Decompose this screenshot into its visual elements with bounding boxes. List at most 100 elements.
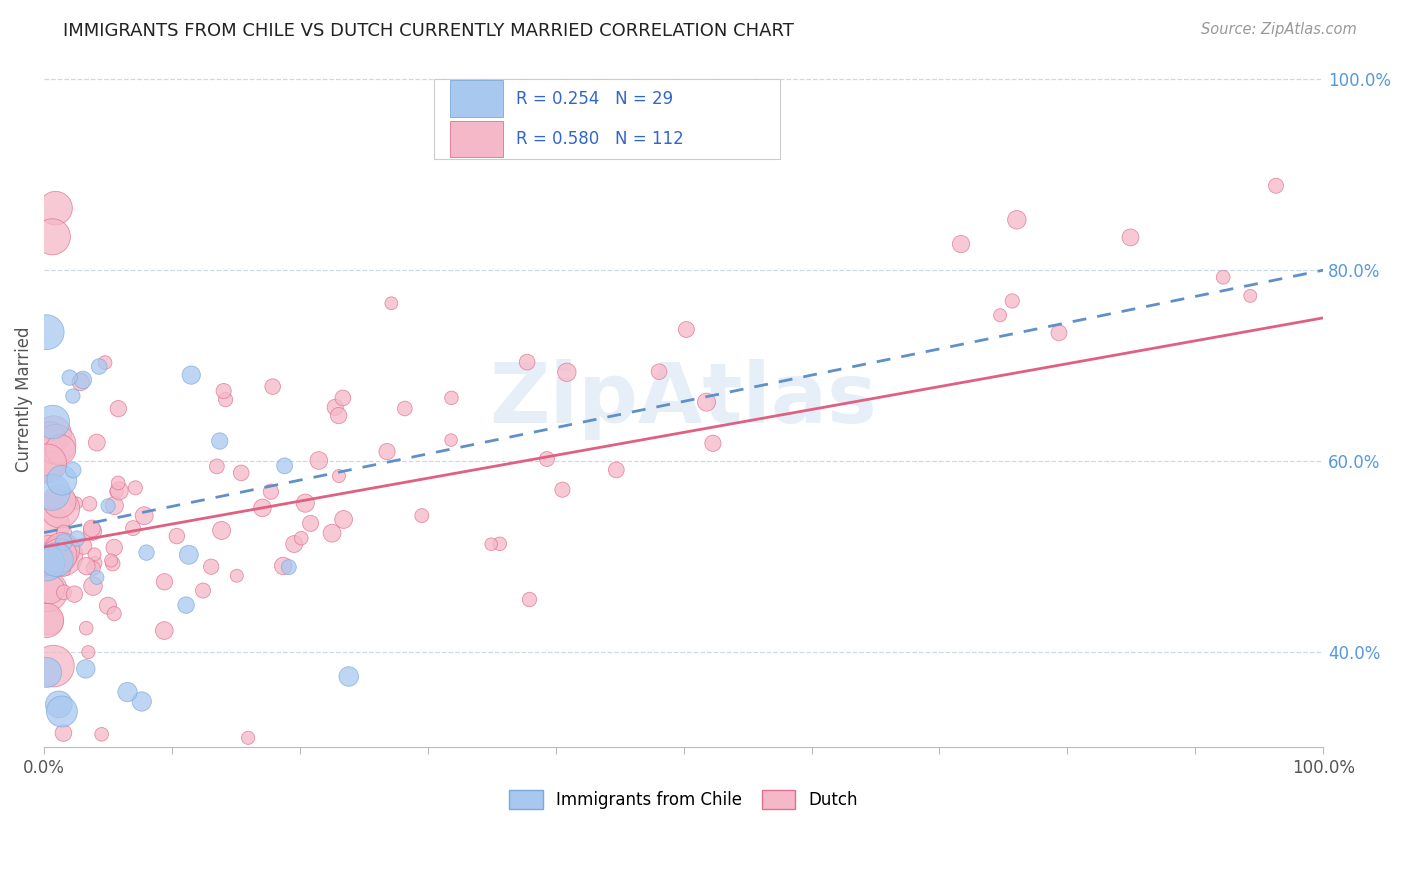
Point bbox=[97, 499, 120, 513]
Point bbox=[38, 546, 60, 560]
Point bbox=[107, 475, 129, 490]
Point bbox=[988, 308, 1011, 322]
Point bbox=[200, 559, 222, 574]
Point bbox=[950, 237, 973, 252]
Text: R = 0.254   N = 29: R = 0.254 N = 29 bbox=[516, 89, 673, 108]
Point bbox=[411, 508, 433, 523]
Point bbox=[212, 384, 235, 398]
Point bbox=[37, 551, 59, 566]
Point bbox=[551, 483, 574, 497]
Point bbox=[84, 556, 107, 570]
Point bbox=[191, 583, 214, 598]
Point bbox=[69, 375, 91, 389]
FancyBboxPatch shape bbox=[434, 78, 779, 159]
Point bbox=[103, 541, 125, 555]
Point bbox=[82, 561, 104, 575]
Point bbox=[214, 392, 236, 407]
Point bbox=[37, 584, 59, 599]
Point bbox=[100, 553, 122, 567]
Y-axis label: Currently Married: Currently Married bbox=[15, 326, 32, 472]
Text: R = 0.580   N = 112: R = 0.580 N = 112 bbox=[516, 129, 683, 148]
Point bbox=[48, 698, 70, 712]
Point bbox=[35, 556, 58, 570]
Point bbox=[35, 665, 58, 680]
Point bbox=[166, 529, 188, 543]
Point bbox=[41, 485, 63, 500]
Point bbox=[41, 551, 63, 566]
Point bbox=[53, 525, 76, 540]
Point bbox=[38, 430, 60, 444]
Point bbox=[41, 517, 63, 532]
Point bbox=[42, 426, 65, 441]
Point bbox=[105, 484, 128, 499]
Point bbox=[35, 325, 58, 339]
Point bbox=[59, 370, 82, 384]
FancyBboxPatch shape bbox=[450, 80, 503, 117]
Point bbox=[519, 592, 541, 607]
Point bbox=[299, 516, 322, 531]
Text: Source: ZipAtlas.com: Source: ZipAtlas.com bbox=[1201, 22, 1357, 37]
Point bbox=[332, 391, 354, 405]
Point bbox=[89, 359, 111, 374]
Point bbox=[35, 456, 58, 470]
Point bbox=[440, 391, 463, 405]
Point bbox=[328, 469, 350, 483]
Point bbox=[380, 296, 402, 310]
Point bbox=[75, 621, 97, 635]
Point bbox=[73, 539, 96, 553]
Point bbox=[605, 463, 627, 477]
Point bbox=[48, 494, 70, 508]
Point bbox=[39, 582, 62, 597]
Point bbox=[62, 463, 84, 477]
Point bbox=[394, 401, 416, 416]
Point bbox=[283, 537, 305, 551]
Point bbox=[48, 549, 70, 563]
Point bbox=[231, 466, 253, 480]
Point bbox=[648, 365, 671, 379]
Point bbox=[225, 568, 247, 582]
Point bbox=[103, 499, 125, 513]
Point bbox=[66, 532, 89, 546]
Point bbox=[35, 614, 58, 628]
Point bbox=[77, 645, 100, 659]
Point bbox=[82, 579, 104, 593]
Point bbox=[63, 587, 86, 601]
Point bbox=[277, 560, 299, 574]
Point bbox=[153, 574, 176, 589]
Point bbox=[101, 557, 124, 571]
Point bbox=[337, 669, 360, 683]
Point bbox=[252, 500, 274, 515]
Point bbox=[49, 501, 72, 516]
Point bbox=[332, 512, 354, 526]
Point bbox=[38, 614, 60, 628]
Point bbox=[675, 322, 697, 336]
Point bbox=[479, 537, 502, 551]
Point bbox=[83, 548, 105, 562]
Point bbox=[72, 373, 94, 387]
Point bbox=[75, 662, 97, 676]
Point bbox=[51, 473, 73, 487]
Point bbox=[536, 452, 558, 467]
Point bbox=[90, 727, 112, 741]
Point bbox=[49, 442, 72, 457]
Point bbox=[1239, 289, 1261, 303]
Point bbox=[208, 434, 231, 448]
Point bbox=[1047, 326, 1070, 340]
Point bbox=[290, 531, 312, 545]
Point bbox=[440, 433, 463, 447]
Point bbox=[35, 458, 58, 472]
Point bbox=[42, 415, 65, 429]
Point bbox=[180, 368, 202, 382]
Point bbox=[211, 524, 233, 538]
Point bbox=[94, 355, 117, 369]
Point bbox=[45, 437, 67, 451]
Point bbox=[153, 624, 176, 638]
Point bbox=[124, 481, 146, 495]
Text: ZipAtlas: ZipAtlas bbox=[489, 359, 877, 440]
Point bbox=[1001, 293, 1024, 308]
Point bbox=[51, 705, 73, 719]
Point bbox=[375, 444, 398, 458]
Point bbox=[134, 508, 156, 523]
Point bbox=[52, 585, 75, 599]
Point bbox=[321, 526, 343, 541]
